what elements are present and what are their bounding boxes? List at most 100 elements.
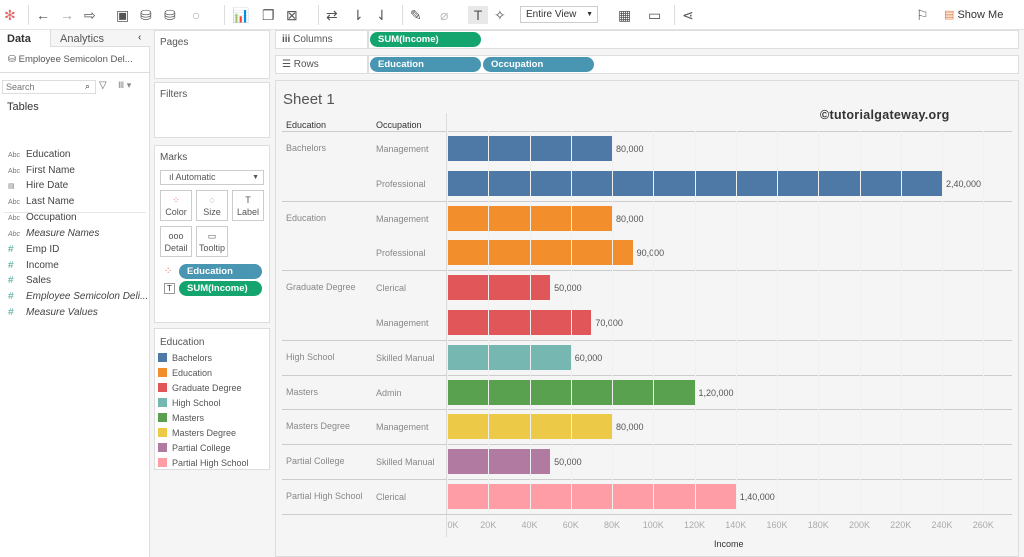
bar-value-label: 90,000 xyxy=(636,248,665,259)
pin-icon[interactable]: ✧ xyxy=(494,7,506,23)
legend-swatch xyxy=(158,443,167,452)
education-label: Masters xyxy=(286,386,319,397)
field-dimension[interactable]: Abc Measure Names xyxy=(8,227,99,241)
field-name: Emp ID xyxy=(26,244,60,255)
swap-icon[interactable]: ⇄ xyxy=(326,7,338,23)
rows-pill-occupation[interactable]: Occupation xyxy=(483,57,594,72)
sort-desc-icon[interactable]: ⇃ xyxy=(376,7,388,23)
filter-icon[interactable]: ▽ xyxy=(99,80,107,91)
color-icon: ⁘ xyxy=(164,266,173,277)
tableau-logo-icon[interactable]: ✻ xyxy=(4,7,16,23)
legend-item[interactable]: Education xyxy=(158,368,212,380)
bar[interactable] xyxy=(447,449,551,475)
bar[interactable] xyxy=(447,484,736,509)
marks-pill-income[interactable]: SUM(Income) xyxy=(179,281,262,296)
legend-item[interactable]: Graduate Degree xyxy=(158,383,242,395)
pages-shelf[interactable]: Pages xyxy=(154,30,270,79)
columns-shelf[interactable] xyxy=(368,30,1019,49)
columns-pill-income[interactable]: SUM(Income) xyxy=(370,32,481,47)
rows-pill-education[interactable]: Education xyxy=(370,57,481,72)
cards-icon[interactable]: ▦ xyxy=(618,7,632,23)
bar[interactable] xyxy=(447,344,571,370)
color-button[interactable]: ⁘ Color xyxy=(160,190,192,221)
occupation-label: Management xyxy=(376,213,429,224)
group-divider xyxy=(282,339,1012,341)
refresh-icon[interactable]: ○ xyxy=(192,7,201,23)
field-name: Last Name xyxy=(26,196,75,208)
toolbar: ✻ ← → ⇨ ▣ ⛁ ⛁ ○ 📊 ❐ ⊠ ⇄ ⇂ ⇃ ✎ ⌀ T ✧ Enti… xyxy=(0,0,1024,30)
field-measure[interactable]: # Measure Values xyxy=(8,306,98,320)
label-button[interactable]: T Label xyxy=(232,190,264,221)
search-icon: ⌕ xyxy=(85,81,91,91)
tab-analytics[interactable]: Analytics xyxy=(60,33,105,45)
clear-sheet-icon[interactable]: ⊠ xyxy=(286,7,298,23)
field-dimension[interactable]: Abc Education xyxy=(8,148,70,162)
field-dimension[interactable]: Abc First Name xyxy=(8,164,75,178)
header-occupation: Occupation xyxy=(376,120,422,130)
legend-label: Masters Degree xyxy=(172,428,237,438)
field-dimension[interactable]: ▤ Hire Date xyxy=(8,179,68,193)
back-icon[interactable]: ← xyxy=(36,7,50,23)
field-measure[interactable]: # Employee Semicolon Deli... xyxy=(8,290,148,304)
education-label: Graduate Degree xyxy=(286,282,356,293)
size-button[interactable]: ◌ Size xyxy=(196,190,228,221)
duplicate-icon[interactable]: ❐ xyxy=(262,7,275,23)
gridline xyxy=(983,131,985,514)
save-icon[interactable]: ▣ xyxy=(116,7,130,23)
marks-pill-education[interactable]: Education xyxy=(179,264,262,279)
redo-icon[interactable]: ⇨ xyxy=(84,7,96,23)
legend-item[interactable]: Masters xyxy=(158,413,204,425)
show-labels-icon[interactable]: T xyxy=(468,6,488,24)
sort-asc-icon[interactable]: ⇂ xyxy=(352,7,364,23)
x-tick-label: 240K xyxy=(931,520,953,530)
field-measure[interactable]: # Sales xyxy=(8,274,51,288)
legend-item[interactable]: Bachelors xyxy=(158,353,212,365)
share-icon[interactable]: ⋖ xyxy=(682,7,694,23)
bar[interactable] xyxy=(447,240,633,266)
field-dimension[interactable]: Abc Occupation xyxy=(8,211,77,225)
legend-label: Bachelors xyxy=(172,353,213,363)
number-icon: # xyxy=(8,275,14,287)
search-input[interactable] xyxy=(2,80,96,94)
field-measure[interactable]: # Emp ID xyxy=(8,243,59,257)
fit-select[interactable]: Entire View ▼ xyxy=(520,6,598,23)
legend-item[interactable]: High School xyxy=(158,398,221,410)
highlight-icon[interactable]: ✎ xyxy=(410,7,422,23)
bar[interactable] xyxy=(447,310,592,335)
tooltip-icon[interactable]: ⚐ xyxy=(916,7,929,23)
bar-value-label: 70,000 xyxy=(595,318,623,328)
tab-data[interactable]: Data xyxy=(7,33,31,45)
occupation-label: Skilled Manual xyxy=(376,352,435,363)
size-label: Size xyxy=(203,207,221,217)
fit-select-value: Entire View xyxy=(526,9,577,20)
collapse-icon[interactable]: ‹ xyxy=(138,32,142,43)
mark-type-select[interactable]: ıl Automatic ▼ xyxy=(160,170,264,185)
legend-item[interactable]: Partial High School xyxy=(158,458,249,470)
presentation-icon[interactable]: ▭ xyxy=(648,7,662,23)
field-measure[interactable]: # Income xyxy=(8,259,59,273)
detail-button[interactable]: ooo Detail xyxy=(160,226,192,257)
x-tick-label: 260K xyxy=(972,520,994,530)
show-me-button[interactable]: ▤ Show Me xyxy=(944,8,1003,21)
tooltip-icon: ▭ xyxy=(207,231,217,241)
string-icon: Abc xyxy=(8,152,21,159)
field-dimension[interactable]: Abc Last Name xyxy=(8,195,74,209)
tooltip-button[interactable]: ▭ Tooltip xyxy=(196,226,228,257)
filters-shelf[interactable]: Filters xyxy=(154,82,270,138)
view-toggle-icon[interactable]: Ⅲ ▾ xyxy=(118,80,132,90)
legend-item[interactable]: Partial College xyxy=(158,443,231,455)
x-tick-label: 180K xyxy=(807,520,829,530)
datasource-name: Employee Semicolon Del... xyxy=(18,54,133,65)
attach-icon[interactable]: ⌀ xyxy=(440,7,449,23)
gridline xyxy=(570,131,572,514)
legend-item[interactable]: Masters Degree xyxy=(158,428,236,440)
forward-icon[interactable]: → xyxy=(60,7,74,23)
gridline xyxy=(735,131,737,514)
gridline xyxy=(612,131,613,514)
new-datasource-icon[interactable]: ⛁ xyxy=(140,7,152,23)
pause-updates-icon[interactable]: ⛁ xyxy=(164,7,176,23)
datasource[interactable]: ⛁ Employee Semicolon Del... xyxy=(8,54,133,65)
bar[interactable] xyxy=(447,275,551,301)
new-worksheet-icon[interactable]: 📊 xyxy=(232,7,250,23)
legend-label: Education xyxy=(172,368,213,378)
